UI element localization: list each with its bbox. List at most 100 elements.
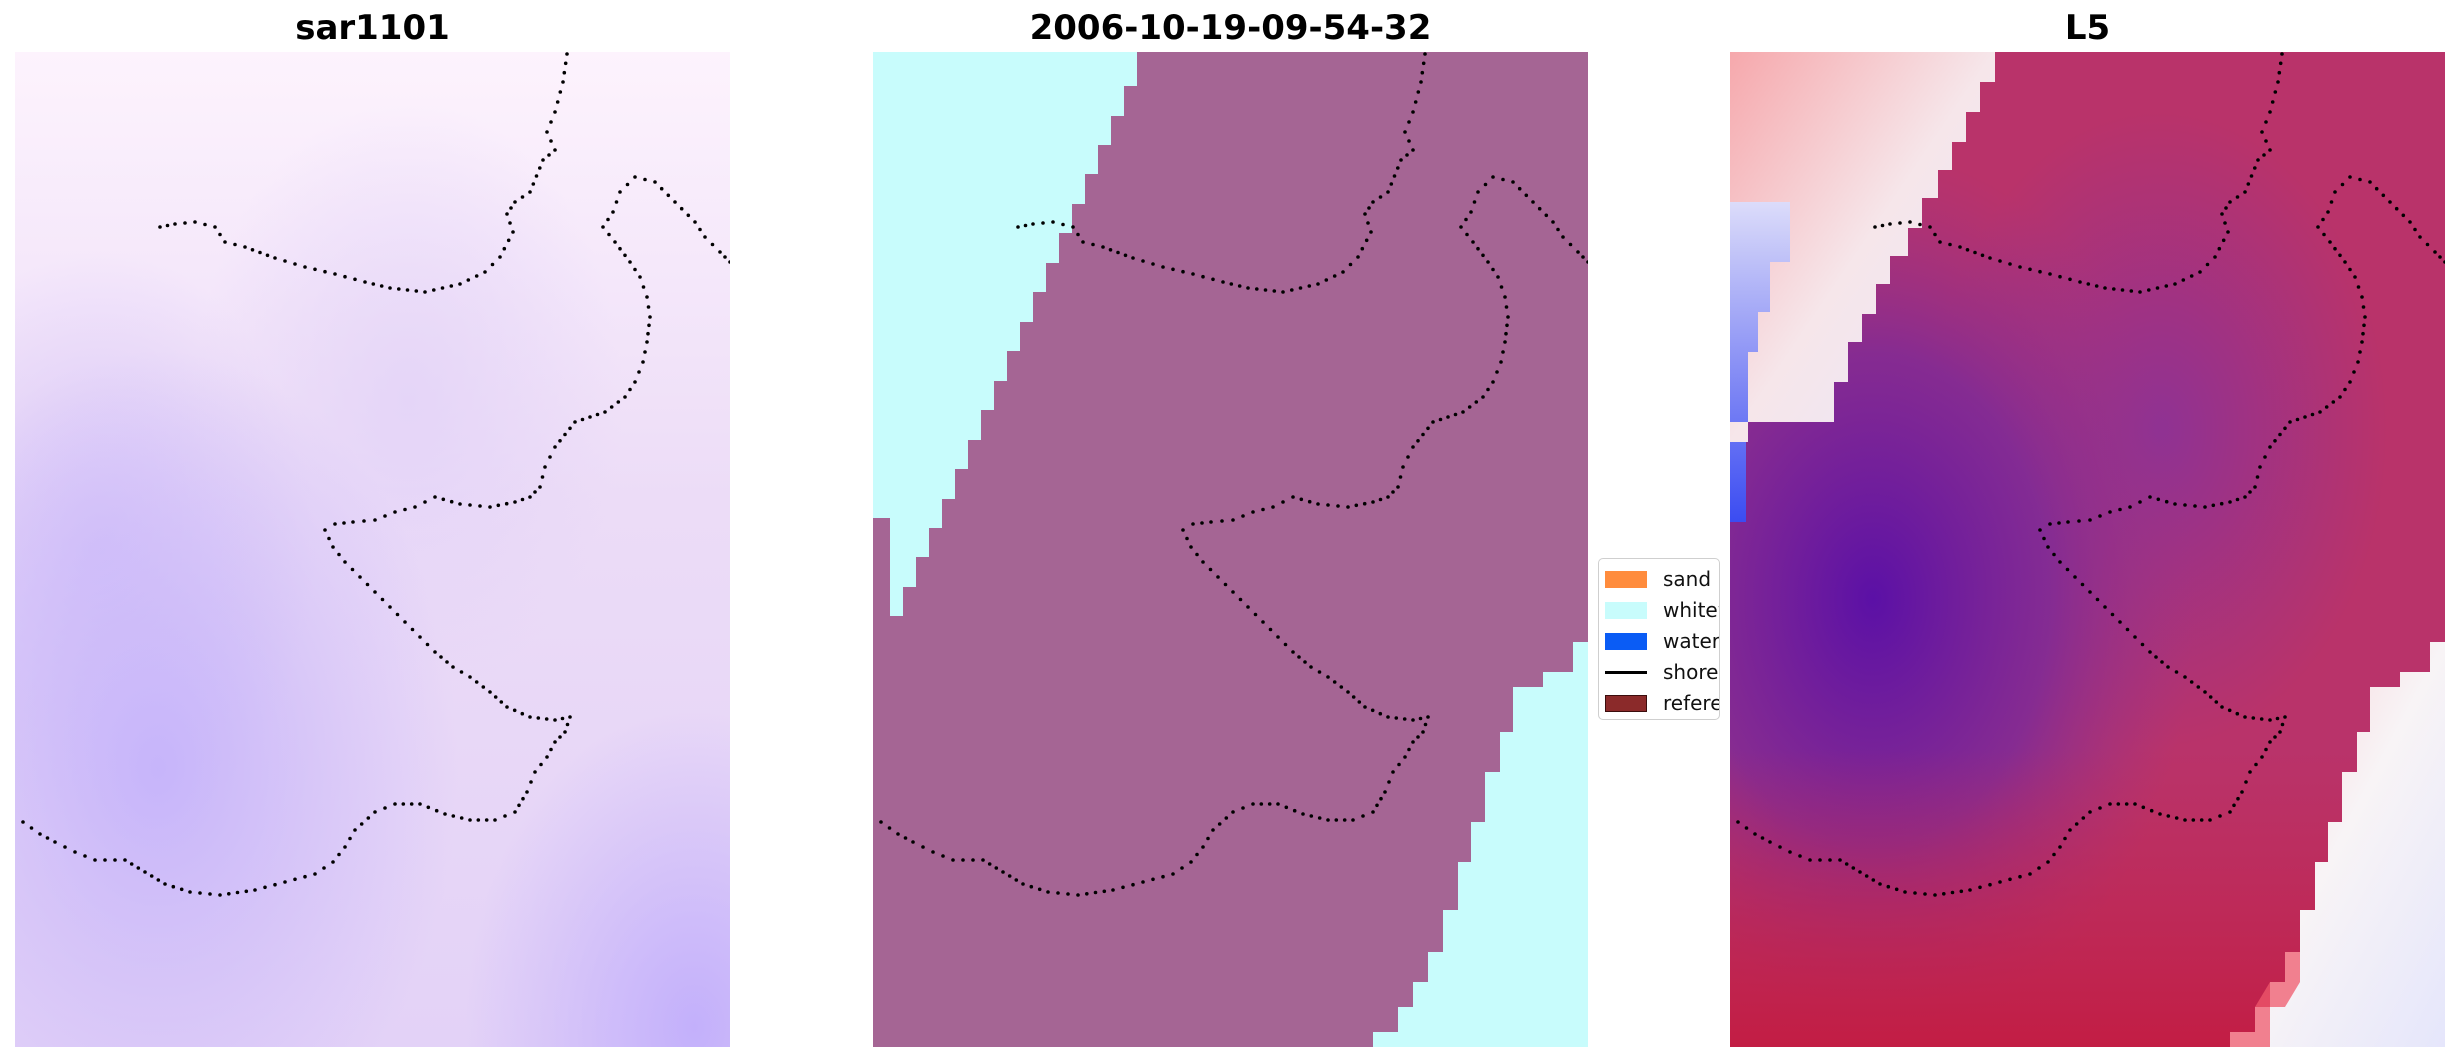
shoreline-dot (1346, 690, 1350, 694)
shoreline-dot (1531, 200, 1535, 204)
shoreline-dot (1101, 245, 1105, 249)
shoreline-dot (2418, 235, 2422, 239)
shoreline-dot (2193, 504, 2197, 508)
shoreline-dot (1111, 888, 1115, 892)
shoreline-dot (63, 845, 67, 849)
shoreline-dot (283, 880, 287, 884)
shoreline-dot (1108, 248, 1113, 252)
shoreline-dot (1362, 501, 1367, 506)
shoreline-dot (513, 810, 517, 814)
shoreline-dot (1491, 175, 1495, 179)
shoreline-dot (1223, 582, 1228, 587)
shoreline-dot (1241, 806, 1245, 810)
shoreline-dot (2052, 852, 2056, 857)
shoreline-dot (395, 612, 400, 617)
legend-swatch-reference (1605, 694, 1647, 712)
shoreline-dot (250, 248, 255, 252)
shoreline-dot (2208, 695, 2213, 699)
shoreline-dot (1217, 822, 1222, 826)
shoreline-dot (1403, 130, 1407, 134)
shoreline-dot (293, 262, 297, 266)
shoreline-dot (1898, 221, 1902, 225)
shoreline-dot (1506, 315, 1510, 319)
shoreline-dot (1284, 805, 1289, 810)
shoreline-dot (568, 715, 572, 719)
shoreline-dot (483, 270, 487, 274)
shoreline-dot (2243, 715, 2247, 719)
shoreline-dot (1367, 206, 1371, 210)
shoreline-dot (2236, 796, 2240, 801)
classified-image (873, 52, 1588, 1047)
shoreline-dot (171, 884, 176, 889)
shoreline-dot (2108, 510, 2112, 514)
shoreline-dot (646, 331, 650, 336)
shoreline-dot (1968, 888, 1972, 892)
shoreline-dot (2254, 762, 2258, 767)
shoreline-dot (1081, 240, 1085, 244)
shoreline-dot (1023, 223, 1028, 228)
shoreline-dot (647, 323, 651, 328)
shoreline-dot (521, 796, 525, 801)
shoreline-dot (478, 504, 482, 508)
shoreline-dot (2120, 288, 2125, 292)
shoreline-dot (618, 190, 622, 194)
shoreline-dot (2268, 740, 2272, 744)
shoreline-dot (541, 158, 545, 162)
shoreline-dot (2203, 690, 2207, 694)
shoreline-dot (2356, 360, 2360, 364)
shoreline-dot (1886, 884, 1891, 889)
shoreline-dot (2103, 286, 2107, 290)
shoreline-dot (173, 222, 177, 226)
shoreline-dot (614, 200, 619, 204)
shoreline-dot (544, 717, 549, 721)
shoreline-dot (2235, 497, 2240, 502)
shoreline-dot (1391, 770, 1395, 774)
shoreline-dot (313, 872, 317, 876)
shoreline-dot (380, 597, 385, 602)
shoreline-dot (223, 240, 227, 244)
shoreline-dot (1316, 282, 1320, 286)
shoreline-dot (512, 708, 517, 713)
shoreline-dot (2338, 253, 2342, 258)
shoreline-dot (1307, 284, 1312, 288)
shoreline-dot (1524, 193, 1529, 198)
shoreline-dot (1938, 240, 1942, 244)
shoreline-dot (1268, 627, 1273, 632)
shoreline-dot (1208, 567, 1213, 572)
shoreline-dot (2408, 220, 2412, 224)
shoreline-dot (2158, 812, 2162, 816)
legend-label-water: water (1663, 629, 1720, 653)
shoreline-dot (548, 455, 552, 459)
shoreline-dot (2138, 290, 2142, 294)
shoreline-dot (1161, 265, 1165, 269)
shoreline-dot (2205, 262, 2210, 267)
shoreline-dot (468, 675, 472, 679)
shoreline-dot (2063, 836, 2067, 841)
shoreline-dot (2220, 705, 2224, 709)
shoreline-dot (1491, 267, 1495, 272)
shoreline-dot (1297, 655, 1301, 659)
shoreline-dot (2191, 818, 2196, 822)
shoreline-dot (1405, 153, 1409, 157)
shoreline-dot (2243, 190, 2247, 194)
shoreline-dot (2255, 475, 2260, 479)
shoreline-dot (1021, 882, 1025, 886)
shoreline-dot (45, 836, 50, 840)
shoreline-dot (1181, 528, 1185, 532)
shoreline-dot (645, 340, 649, 344)
shoreline-dot (1392, 174, 1397, 178)
shoreline-dot (2183, 503, 2187, 507)
shoreline-dot (2248, 490, 2252, 494)
l5-image-panel (1730, 52, 2445, 1047)
l5-top-left-bright (1730, 52, 1995, 442)
shoreline-dot (2310, 412, 2315, 417)
shoreline-dot (2243, 495, 2247, 499)
shoreline-dot (2213, 255, 2217, 259)
shoreline-dot (1369, 230, 1373, 234)
shoreline-dot (1416, 90, 1421, 94)
shoreline-dot (2413, 227, 2417, 232)
shoreline-dot (1037, 887, 1042, 892)
shoreline-dot (2112, 287, 2116, 291)
shoreline-dot (538, 485, 542, 489)
shoreline-dot (493, 818, 497, 822)
